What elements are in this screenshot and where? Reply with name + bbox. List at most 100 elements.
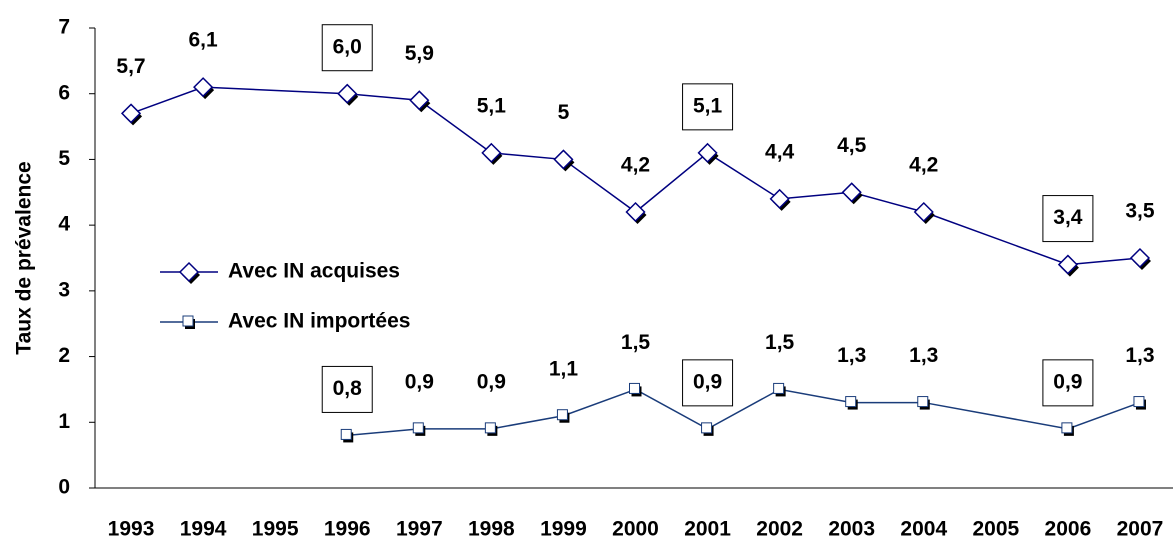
data-label: 3,4 (1053, 206, 1083, 229)
marker (701, 422, 714, 436)
marker-face (1129, 247, 1151, 269)
marker (1057, 254, 1079, 277)
marker (553, 149, 575, 172)
marker-face (629, 382, 640, 394)
data-label: 5,1 (477, 94, 507, 117)
marker-face (1057, 254, 1078, 275)
marker (1129, 247, 1151, 270)
marker (337, 83, 359, 106)
data-label: 0,9 (693, 370, 722, 393)
label-box (321, 365, 373, 413)
x-tick-label: 2002 (756, 518, 803, 541)
marker-face (913, 201, 934, 223)
y-axis-title: Taux de prévalence (13, 161, 36, 354)
marker-face (917, 396, 929, 408)
marker-face (697, 142, 718, 163)
marker-face (841, 182, 862, 203)
marker-face (481, 142, 502, 163)
label-box (321, 24, 373, 72)
marker-face (412, 422, 424, 434)
marker (409, 90, 431, 113)
marker (913, 201, 935, 224)
y-tick-label: 0 (58, 476, 70, 499)
y-tick-label: 3 (58, 278, 70, 301)
x-tick-label: 1999 (540, 518, 587, 541)
x-tick-label: 1994 (180, 518, 227, 541)
x-tick-label: 2000 (612, 518, 659, 541)
marker (769, 188, 791, 211)
marker-face (193, 77, 214, 98)
data-label: 0,9 (1053, 370, 1082, 393)
x-tick-label: 2007 (1117, 518, 1164, 541)
x-tick-label: 1995 (252, 518, 299, 541)
marker-face (337, 83, 358, 104)
marker-face (340, 428, 352, 440)
data-label: 0,9 (405, 370, 434, 393)
label-box (1042, 359, 1094, 407)
marker (773, 382, 786, 397)
marker-face (773, 382, 785, 394)
marker-face (484, 422, 496, 434)
y-tick-label: 4 (58, 213, 70, 236)
data-label: 5,1 (693, 94, 723, 117)
data-label: 5 (558, 101, 570, 124)
marker (481, 142, 503, 165)
y-tick-label: 2 (58, 344, 70, 367)
series-line (347, 388, 1141, 437)
x-tick-label: 1997 (396, 518, 443, 541)
marker-face (1061, 422, 1073, 434)
marker (484, 422, 498, 436)
data-label: 4,4 (765, 140, 795, 163)
marker (412, 422, 426, 436)
data-label: 5,7 (116, 55, 145, 78)
marker-face (120, 103, 142, 124)
marker (178, 261, 200, 284)
data-label: 1,5 (765, 331, 795, 354)
data-label: 4,5 (837, 134, 867, 157)
marker-face (553, 149, 574, 170)
marker (1133, 396, 1146, 410)
label-box (682, 359, 734, 407)
x-tick-label: 2001 (684, 518, 731, 541)
marker (1061, 422, 1074, 436)
y-tick-label: 5 (58, 147, 70, 170)
marker (193, 77, 215, 100)
x-tick-label: 1998 (468, 518, 515, 541)
legend-label: Avec IN acquises (228, 260, 400, 283)
marker-face (701, 422, 713, 434)
marker (697, 142, 719, 165)
marker (340, 428, 354, 443)
data-label: 1,1 (549, 357, 579, 380)
data-label: 4,2 (621, 154, 650, 177)
marker (625, 201, 647, 224)
data-label: 0,8 (333, 377, 363, 400)
data-label: 6,1 (188, 29, 218, 52)
x-tick-label: 2003 (828, 518, 875, 541)
x-tick-label: 2005 (972, 518, 1019, 541)
label-box (682, 83, 734, 131)
marker (845, 396, 858, 410)
data-label: 6,0 (333, 35, 362, 58)
y-tick-label: 7 (58, 16, 70, 39)
marker (629, 382, 642, 397)
data-label: 0,9 (477, 370, 506, 393)
marker-face (182, 315, 194, 327)
marker-face (625, 201, 646, 223)
x-tick-label: 2004 (900, 518, 947, 541)
marker (182, 315, 195, 329)
marker-face (556, 409, 568, 421)
marker-face (1133, 396, 1145, 408)
x-tick-label: 1996 (324, 518, 371, 541)
marker-face (845, 396, 857, 408)
data-label: 3,5 (1125, 200, 1155, 223)
marker-face (769, 188, 790, 209)
data-label: 1,3 (1125, 344, 1154, 367)
marker-face (178, 261, 200, 283)
marker (556, 409, 570, 423)
marker (917, 396, 930, 410)
marker (120, 103, 143, 126)
label-box (1042, 195, 1094, 243)
legend-label: Avec IN importées (228, 310, 410, 333)
x-tick-label: 2006 (1045, 518, 1092, 541)
